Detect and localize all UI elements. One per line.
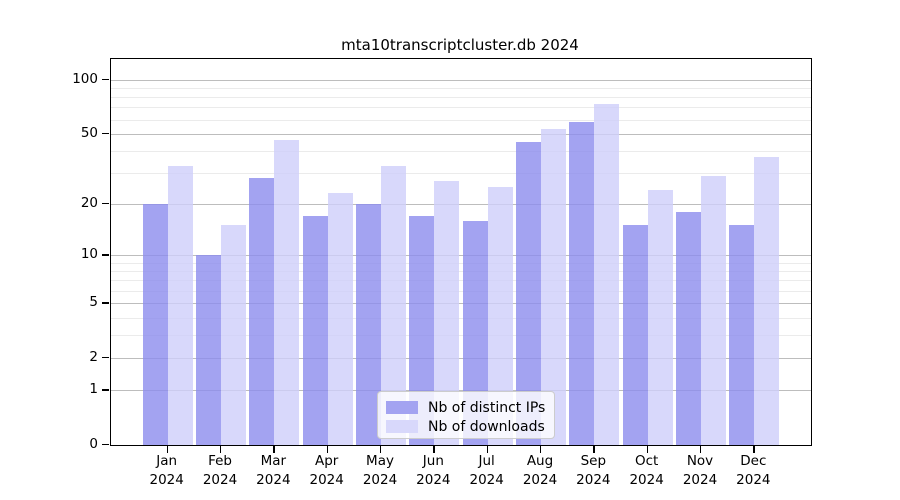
- gridline-major: [111, 390, 811, 392]
- y-tick-label: 2: [89, 349, 98, 366]
- bar: [302, 216, 328, 445]
- y-tick-label: 0: [89, 436, 98, 452]
- gridline-major: [111, 133, 811, 135]
- x-tick-mark: [646, 445, 649, 453]
- y-tick-mark: [102, 78, 109, 80]
- y-tick-mark: [102, 202, 109, 205]
- x-tick-label: Dec 2024: [736, 453, 771, 488]
- x-tick-label: Jun 2024: [416, 453, 451, 488]
- gridline-minor: [111, 173, 811, 175]
- gridline-minor: [111, 317, 811, 319]
- x-tick-label: May 2024: [362, 453, 398, 488]
- x-tick-mark: [273, 445, 275, 453]
- gridline-major: [111, 79, 811, 81]
- gridline-minor: [111, 335, 811, 337]
- gridline-minor: [111, 107, 811, 109]
- bar: [196, 255, 222, 445]
- x-tick-mark: [540, 445, 542, 453]
- y-tick-mark: [102, 389, 109, 391]
- x-tick-label: Oct 2024: [629, 453, 664, 488]
- bar: [249, 178, 275, 445]
- x-tick-label: Apr 2024: [309, 453, 344, 488]
- x-tick-label: Nov 2024: [682, 453, 718, 488]
- x-tick-label: Sep 2024: [576, 453, 611, 488]
- y-tick-label: 100: [72, 70, 98, 87]
- gridline-minor: [111, 97, 811, 99]
- x-tick-mark: [593, 445, 595, 453]
- bar: [729, 225, 755, 445]
- legend-item-downloads: Nb of downloads: [386, 417, 546, 436]
- bar: [647, 190, 673, 445]
- bar: [594, 104, 620, 445]
- bar: [701, 175, 726, 445]
- bar: [356, 203, 382, 445]
- y-tick-mark: [102, 357, 109, 359]
- x-tick-mark: [326, 445, 329, 453]
- plot-area: Nb of distinct IPs Nb of downloads: [110, 58, 812, 446]
- y-tick-mark: [102, 132, 109, 135]
- gridline-major: [111, 303, 811, 305]
- x-tick-label: Mar 2024: [256, 453, 291, 488]
- x-tick-mark: [220, 445, 222, 453]
- x-tick-mark: [486, 445, 489, 453]
- legend-item-distinct-ips: Nb of distinct IPs: [386, 398, 546, 417]
- y-tick-label: 20: [80, 194, 98, 211]
- bar: [569, 122, 595, 445]
- gridline-minor: [111, 119, 811, 121]
- bar: [221, 225, 247, 445]
- y-tick-label: 10: [80, 246, 98, 263]
- x-tick-label: Feb 2024: [202, 453, 238, 488]
- bar: [274, 140, 300, 445]
- gridline-minor: [111, 290, 811, 292]
- x-tick-mark: [166, 445, 169, 453]
- y-tick-label: 1: [89, 381, 98, 398]
- x-tick-mark: [700, 445, 702, 453]
- y-tick-mark: [102, 302, 109, 304]
- gridline-minor: [111, 262, 811, 264]
- gridline-minor: [111, 87, 811, 89]
- x-tick-label: Jul 2024: [469, 453, 504, 488]
- legend-label-downloads: Nb of downloads: [428, 418, 545, 435]
- bar: [676, 211, 701, 445]
- gridline-major: [111, 255, 811, 257]
- y-tick-label: 5: [89, 294, 98, 311]
- legend-swatch-distinct-ips: [386, 401, 418, 414]
- bar: [167, 165, 193, 445]
- legend-swatch-downloads: [386, 420, 418, 433]
- bar: [327, 193, 353, 445]
- gridline-minor: [111, 280, 811, 282]
- y-tick-mark: [102, 254, 109, 256]
- bar: [754, 156, 780, 445]
- chart-title: mta10transcriptcluster.db 2024: [341, 36, 579, 54]
- x-tick-mark: [433, 445, 435, 453]
- x-tick-label: Aug 2024: [522, 453, 558, 488]
- legend: Nb of distinct IPs Nb of downloads: [377, 391, 555, 439]
- x-tick-mark: [753, 445, 755, 453]
- bar: [142, 203, 168, 445]
- x-tick-mark: [380, 445, 382, 453]
- gridline-minor: [111, 271, 811, 273]
- gridline-minor: [111, 150, 811, 152]
- legend-label-distinct-ips: Nb of distinct IPs: [428, 399, 546, 416]
- y-tick-mark: [102, 444, 109, 446]
- bar: [622, 225, 648, 445]
- gridline-major: [111, 358, 811, 360]
- gridline-major: [111, 203, 811, 205]
- y-tick-label: 50: [80, 124, 98, 141]
- x-tick-label: Jan 2024: [149, 453, 184, 488]
